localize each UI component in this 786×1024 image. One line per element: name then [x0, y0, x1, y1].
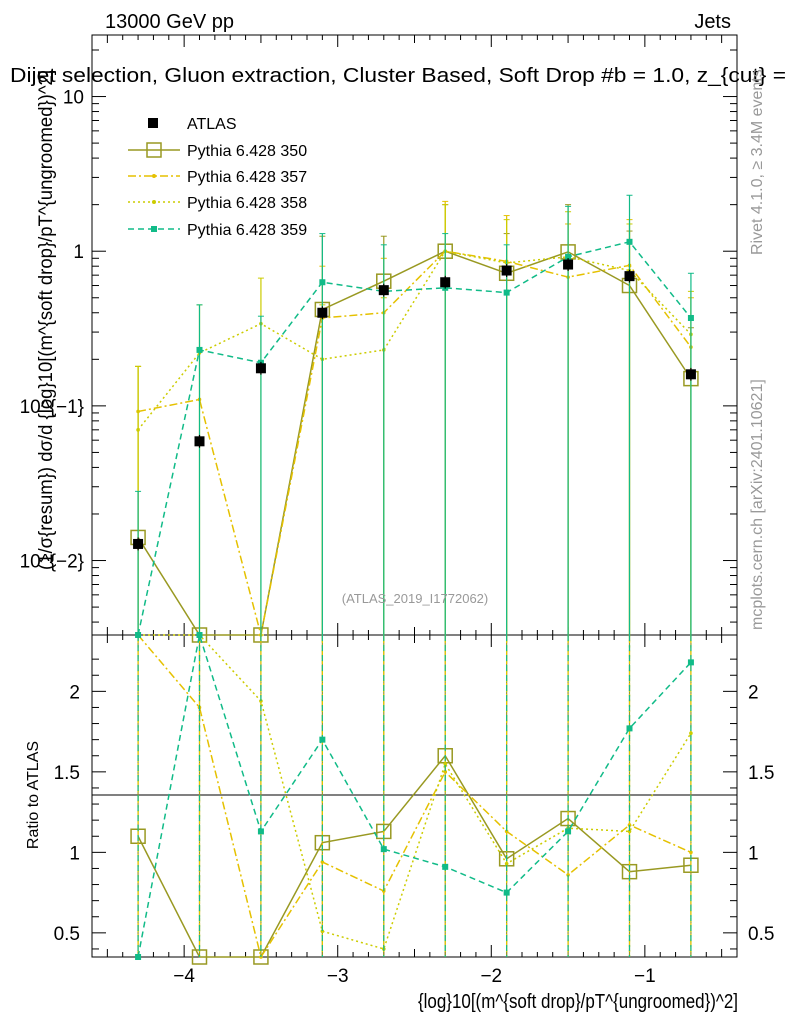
- series-1-ratio-line: [137, 634, 692, 959]
- series-2-ratio-marker: [504, 861, 509, 866]
- ratio-y-tick-label-right: 1.5: [748, 763, 774, 784]
- series-3-ratio-line: [137, 634, 692, 958]
- ratio-y-tick-label-left: 1: [69, 843, 80, 864]
- series-2-ratio-marker: [320, 929, 325, 934]
- series-2-main-line: [137, 250, 692, 431]
- series-2-ratio-marker: [627, 829, 632, 834]
- ratio-y-tick-label-left: 1.5: [54, 763, 80, 784]
- series-3-main-line: [137, 240, 692, 636]
- legend-marker-359: [151, 226, 157, 232]
- header-right: Jets: [694, 11, 731, 33]
- atlas-data-point: [133, 538, 144, 549]
- x-tick-label: −3: [327, 966, 349, 987]
- ratio-y-tick-label-left: 0.5: [54, 924, 80, 945]
- atlas-data-point: [624, 271, 635, 282]
- atlas-data-point: [685, 369, 696, 380]
- x-tick-label: −1: [634, 966, 656, 987]
- series-layer: [130, 194, 699, 965]
- main-y-tick-label: 10: [63, 88, 84, 109]
- legend-label-350: Pythia 6.428 350: [187, 143, 307, 160]
- rivet-version-label: Rivet 4.1.0, ≥ 3.4M events: [749, 69, 766, 255]
- y-axis-title: (1/σ{resum}) dσ/d {log}10[(m^{soft drop}…: [36, 70, 57, 570]
- series-2-ratio-marker: [689, 731, 693, 736]
- series-2-main-marker: [136, 428, 140, 432]
- series-1-ratio-marker: [689, 850, 693, 855]
- atlas-data-point: [378, 285, 389, 296]
- series-3-main-marker: [196, 346, 203, 353]
- series-3-main-marker: [503, 289, 510, 296]
- ratio-y-tick-label-right: 1: [748, 843, 759, 864]
- series-3-ratio-marker: [380, 846, 387, 853]
- series-3-main-marker: [319, 279, 326, 286]
- main-y-tick-label: 10^{−2}: [20, 552, 84, 573]
- series-3-ratio-marker: [626, 725, 633, 732]
- ratio-y-tick-label-right: 0.5: [748, 924, 774, 945]
- legend: ATLAS Pythia 6.428 350 Pythia 6.428 357 …: [128, 116, 307, 239]
- atlas-data-layer: [133, 258, 696, 551]
- atlas-data-point: [317, 307, 328, 318]
- ratio-y-tick-label-left: 2: [69, 682, 80, 703]
- x-axis-title: {log}10[(m^{soft drop}/pT^{ungroomed})^2…: [418, 991, 738, 1013]
- series-2-ratio-marker: [259, 699, 263, 703]
- series-1-main-line: [137, 250, 692, 636]
- series-0-ratio-line: [137, 754, 692, 958]
- series-3-main-marker: [626, 238, 633, 245]
- header-left: 13000 GeV pp: [105, 11, 234, 33]
- atlas-data-point: [194, 436, 205, 447]
- legend-label-atlas: ATLAS: [187, 116, 237, 133]
- legend-marker-350: [146, 142, 162, 158]
- legend-marker-358: [152, 200, 156, 204]
- main-y-tick-label: 10^{−1}: [20, 397, 84, 418]
- series-1-ratio-marker: [627, 823, 632, 827]
- series-3-ratio-marker: [196, 632, 203, 638]
- legend-label-359: Pythia 6.428 359: [187, 222, 307, 239]
- series-3-ratio-marker: [135, 954, 142, 960]
- series-3-ratio-marker: [442, 863, 449, 870]
- legend-label-357: Pythia 6.428 357: [187, 169, 307, 186]
- series-0-main-line: [137, 250, 692, 636]
- series-1-ratio-marker: [566, 873, 570, 877]
- axis-ticks: −4 −3 −2 −1 10 1 10^{−1} 10^{−2} 2 2 1.5 1.5 1 1 0.5 0.…: [20, 35, 774, 987]
- series-3-ratio-marker: [319, 736, 326, 743]
- x-tick-label: −2: [480, 966, 502, 987]
- legend-marker-357: [152, 174, 156, 178]
- legend-label-358: Pythia 6.428 358: [187, 195, 307, 212]
- x-tick-label: −4: [173, 966, 195, 987]
- series-3-main-marker: [565, 253, 572, 260]
- legend-marker-atlas: [148, 118, 158, 128]
- analysis-watermark: (ATLAS_2019_I1772062): [342, 591, 488, 606]
- atlas-data-point: [501, 265, 512, 276]
- atlas-data-point: [440, 277, 451, 288]
- series-3-main-marker: [135, 632, 142, 638]
- series-3-ratio-marker: [257, 828, 264, 835]
- main-y-tick-label: 1: [73, 242, 84, 263]
- atlas-data-point: [563, 259, 574, 270]
- series-2-ratio-line: [138, 634, 692, 950]
- mcplots-label: mcplots.cern.ch [arXiv:2401.10621]: [749, 379, 766, 630]
- series-3-main-marker: [687, 314, 694, 321]
- series-2-ratio-marker: [443, 762, 448, 766]
- series-3-ratio-marker: [687, 659, 694, 666]
- ratio-y-axis-title: Ratio to ATLAS: [25, 741, 42, 849]
- ratio-plot-frame: [91, 634, 738, 958]
- series-3-ratio-marker: [503, 889, 510, 896]
- ratio-y-tick-label-right: 2: [748, 682, 759, 703]
- series-3-ratio-marker: [565, 828, 572, 835]
- atlas-data-point: [255, 363, 266, 374]
- chart-title: Dijet selection, Gluon extraction, Clust…: [10, 65, 786, 87]
- series-1-ratio-marker: [320, 860, 325, 864]
